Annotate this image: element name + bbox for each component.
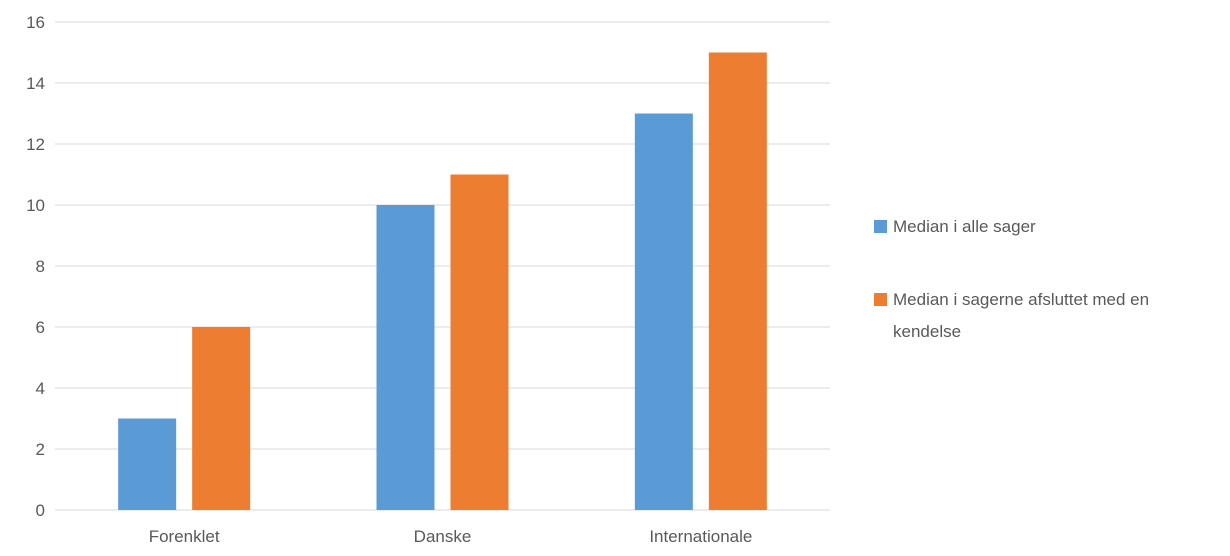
legend-label: Median i sagerne afsluttet med en: [893, 290, 1149, 309]
gridlines: [55, 21, 830, 511]
y-tick-label: 0: [36, 501, 45, 520]
y-axis-ticks: 0 2 4 6 8 10 12 14 16: [26, 13, 45, 520]
bar-median-alle-internationale: [634, 113, 693, 510]
legend-swatch: [874, 293, 887, 306]
bar-median-kendelse-forenklet: [192, 327, 251, 510]
bar-median-alle-danske: [376, 205, 435, 510]
legend-swatch: [874, 220, 887, 233]
legend-label: Median i alle sager: [893, 217, 1036, 236]
x-category-label: Internationale: [649, 527, 752, 546]
y-tick-label: 4: [36, 379, 45, 398]
y-tick-label: 14: [26, 74, 45, 93]
legend: Median i alle sager Median i sagerne afsl…: [874, 217, 1149, 341]
bar-median-kendelse-danske: [450, 174, 509, 510]
y-tick-label: 10: [26, 196, 45, 215]
y-tick-label: 12: [26, 135, 45, 154]
y-tick-label: 16: [26, 13, 45, 32]
x-axis-categories: Forenklet Danske Internationale: [149, 527, 753, 546]
bar-median-alle-forenklet: [118, 418, 177, 510]
y-tick-label: 6: [36, 318, 45, 337]
legend-label: kendelse: [893, 322, 961, 341]
bar-median-kendelse-internationale: [708, 52, 767, 510]
x-category-label: Forenklet: [149, 527, 220, 546]
bars: [118, 52, 767, 510]
y-tick-label: 2: [36, 440, 45, 459]
y-tick-label: 8: [36, 257, 45, 276]
x-category-label: Danske: [414, 527, 472, 546]
